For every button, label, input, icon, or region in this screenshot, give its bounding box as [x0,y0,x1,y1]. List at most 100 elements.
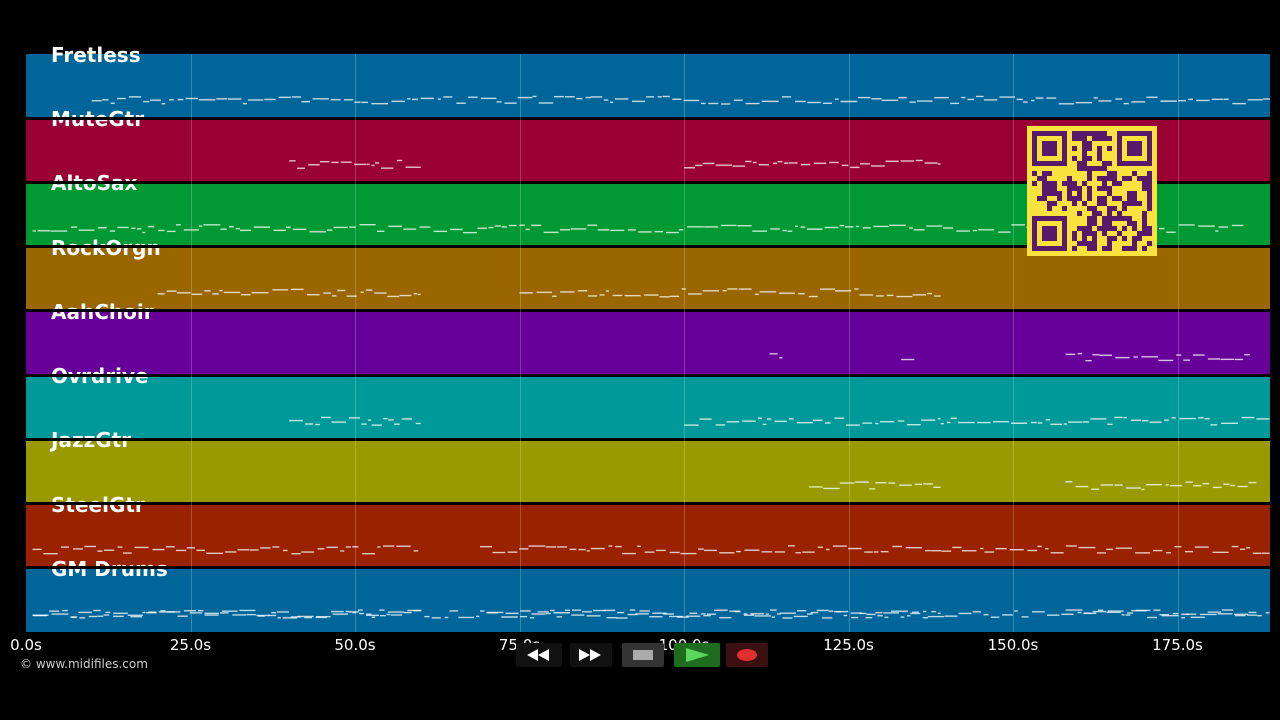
qr-module [1142,181,1147,186]
qr-module [1032,171,1037,176]
record-icon [737,649,757,661]
qr-module [1137,201,1142,206]
qr-module [1102,246,1107,251]
qr-module [1107,216,1112,221]
qr-module [1082,151,1087,156]
qr-module [1102,216,1107,221]
qr-module [1132,191,1137,196]
qr-module [1047,181,1052,186]
qr-code[interactable] [1027,126,1157,256]
qr-module [1087,131,1092,136]
qr-module [1102,131,1107,136]
qr-module [1122,236,1127,241]
qr-module [1112,226,1117,231]
qr-module [1102,196,1107,201]
qr-module [1082,156,1087,161]
qr-module [1087,146,1092,151]
qr-module [1102,181,1107,186]
qr-module [1092,221,1097,226]
qr-module [1077,196,1082,201]
stop-button[interactable] [622,643,664,667]
track-separator [26,566,1270,570]
qr-module [1122,206,1127,211]
qr-module [1122,176,1127,181]
qr-module [1147,186,1152,191]
qr-module [1122,246,1127,251]
track-separator [26,245,1270,249]
qr-module [1087,141,1092,146]
qr-module [1092,131,1097,136]
qr-module [1147,231,1152,236]
qr-module [1107,241,1112,246]
transport-controls [510,643,770,669]
fast-forward-button[interactable] [570,643,612,667]
qr-module [1077,241,1082,246]
track-lane: JazzGtr [26,429,1270,504]
qr-module [1087,241,1092,246]
qr-module [1102,166,1107,171]
qr-module [1087,196,1092,201]
qr-module [1092,241,1097,246]
qr-module [1107,146,1112,151]
qr-module [1077,131,1082,136]
qr-module [1087,166,1092,171]
qr-module [1067,181,1072,186]
qr-module [1047,201,1052,206]
track-separator [26,116,1270,120]
qr-module [1047,171,1052,176]
qr-module [1092,216,1097,221]
qr-module [1137,176,1142,181]
qr-module [1082,231,1087,236]
qr-module [1082,166,1087,171]
qr-module [1127,201,1132,206]
qr-module [1052,186,1057,191]
qr-module [1107,191,1112,196]
track-lane: Fretless [26,44,1270,119]
qr-module [1092,136,1097,141]
qr-module [1067,176,1072,181]
qr-module [1087,171,1092,176]
time-tick-label: 50.0s [334,636,376,654]
qr-module [1072,246,1077,251]
play-button[interactable] [674,643,720,667]
qr-module [1082,141,1087,146]
qr-module [1087,206,1092,211]
qr-module [1107,161,1112,166]
qr-module [1087,176,1092,181]
qr-module [1042,176,1047,181]
qr-module [1142,186,1147,191]
rewind-button[interactable] [516,643,562,667]
qr-module [1047,191,1052,196]
qr-module [1067,196,1072,201]
qr-module [1107,171,1112,176]
qr-module [1097,211,1102,216]
qr-module [1082,241,1087,246]
qr-module [1067,191,1072,196]
qr-module [1087,191,1092,196]
qr-module [1117,211,1122,216]
qr-module [1047,186,1052,191]
qr-module [1092,231,1097,236]
track-lane: GM Drums [26,558,1270,632]
time-tick-label: 150.0s [987,636,1039,654]
qr-module [1082,226,1087,231]
qr-module [1132,241,1137,246]
qr-module [1052,201,1057,206]
track-separator [26,309,1270,313]
qr-module [1082,236,1087,241]
track-name: Fretless [51,43,141,67]
qr-module [1102,231,1107,236]
qr-module [1087,186,1092,191]
qr-module [1142,216,1147,221]
record-button[interactable] [726,643,768,667]
qr-module [1097,146,1102,151]
qr-module [1072,156,1077,161]
play-icon [686,648,709,662]
qr-module [1042,186,1047,191]
qr-module [1097,156,1102,161]
time-tick-label: 25.0s [169,636,212,654]
qr-module [1097,131,1102,136]
track-separator [26,373,1270,377]
qr-module [1117,181,1122,186]
qr-module [1097,136,1102,141]
